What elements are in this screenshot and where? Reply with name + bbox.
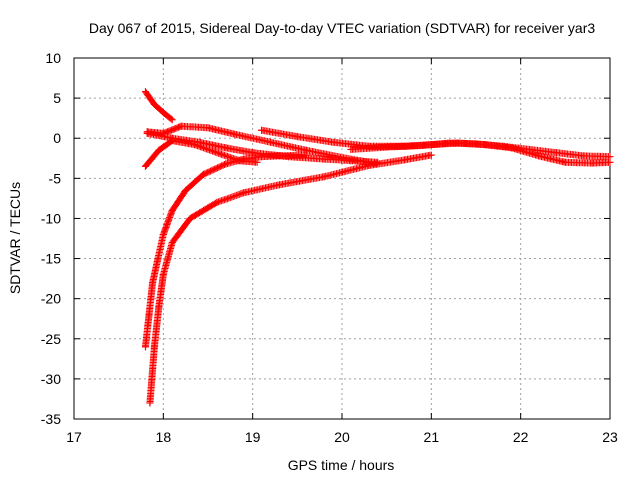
- data-point: [141, 162, 149, 170]
- data-point: [143, 129, 151, 137]
- data-point: [258, 126, 266, 134]
- y-tick-label: 5: [53, 90, 61, 106]
- y-tick-label: -30: [41, 371, 61, 387]
- series-track-e: [141, 151, 310, 351]
- data-point: [293, 133, 301, 141]
- data-point: [155, 146, 163, 154]
- data-point: [302, 151, 310, 159]
- series-markers: [142, 151, 309, 351]
- data-point: [217, 150, 225, 158]
- data-point: [182, 186, 190, 194]
- data-point: [588, 159, 596, 167]
- grid-lines: [74, 58, 610, 419]
- data-point: [146, 399, 154, 407]
- data-point: [168, 137, 176, 145]
- data-point: [347, 157, 355, 165]
- data-point: [231, 130, 239, 138]
- series-track-a: [141, 88, 176, 124]
- data-point: [159, 230, 167, 238]
- data-point: [499, 142, 507, 150]
- x-tick-label: 18: [156, 429, 172, 445]
- data-point: [240, 155, 248, 163]
- data-point: [275, 181, 283, 189]
- data-point: [383, 143, 391, 151]
- data-series: [141, 88, 614, 407]
- data-point: [427, 151, 435, 159]
- data-point: [191, 141, 199, 149]
- data-point: [526, 145, 534, 153]
- data-point: [267, 138, 275, 146]
- data-point: [213, 198, 221, 206]
- series-markers: [143, 129, 380, 166]
- data-point: [168, 239, 176, 247]
- y-tick-label: -20: [41, 291, 61, 307]
- x-axis-label: GPS time / hours: [288, 457, 395, 473]
- data-point: [186, 214, 194, 222]
- data-point: [552, 149, 560, 157]
- data-point: [200, 170, 208, 178]
- data-point: [329, 138, 337, 146]
- data-point: [168, 116, 176, 124]
- data-point: [275, 152, 283, 160]
- chart-title: Day 067 of 2015, Sidereal Day-to-day VTE…: [89, 20, 595, 36]
- x-tick-label: 20: [334, 429, 350, 445]
- data-point: [418, 141, 426, 149]
- x-tick-label: 19: [245, 429, 261, 445]
- y-tick-label: -10: [41, 210, 61, 226]
- series-markers: [142, 88, 175, 123]
- data-point: [149, 279, 157, 287]
- axis-ticks: 17 18 19 20 21 22 23 10 5 0 -5 -10 -15 -20 -25 -30 -35: [41, 50, 618, 445]
- data-point: [561, 158, 569, 166]
- data-point: [579, 152, 587, 160]
- data-point: [204, 124, 212, 132]
- series-track-h: [347, 139, 614, 161]
- x-tick-label: 23: [602, 429, 618, 445]
- data-point: [154, 255, 162, 263]
- y-tick-label: -15: [41, 251, 61, 267]
- data-point: [141, 88, 149, 96]
- data-point: [606, 153, 614, 161]
- data-point: [365, 161, 373, 169]
- data-point: [159, 271, 167, 279]
- series-track-c: [143, 129, 382, 166]
- data-point: [168, 206, 176, 214]
- data-point: [145, 311, 153, 319]
- data-point: [159, 109, 167, 117]
- data-point: [155, 303, 163, 311]
- data-point: [150, 101, 158, 109]
- data-point: [401, 156, 409, 164]
- data-point: [258, 153, 266, 161]
- data-point: [222, 144, 230, 152]
- data-point: [445, 139, 453, 147]
- y-tick-label: 10: [45, 50, 61, 66]
- y-tick-label: 0: [53, 130, 61, 146]
- y-axis-label: SDTVAR / TECUs: [7, 182, 23, 294]
- x-tick-label: 22: [513, 429, 529, 445]
- x-tick-label: 17: [66, 429, 82, 445]
- data-point: [320, 155, 328, 163]
- y-tick-label: -35: [41, 411, 61, 427]
- data-point: [150, 343, 158, 351]
- data-point: [222, 160, 230, 168]
- y-tick-label: -25: [41, 331, 61, 347]
- series-track-f: [146, 151, 435, 407]
- data-point: [472, 140, 480, 148]
- data-point: [177, 122, 185, 130]
- data-point: [240, 189, 248, 197]
- data-point: [535, 152, 543, 160]
- y-tick-label: -5: [49, 170, 62, 186]
- data-point: [347, 145, 355, 153]
- data-point: [320, 173, 328, 181]
- data-point: [141, 343, 149, 351]
- x-tick-label: 21: [424, 429, 440, 445]
